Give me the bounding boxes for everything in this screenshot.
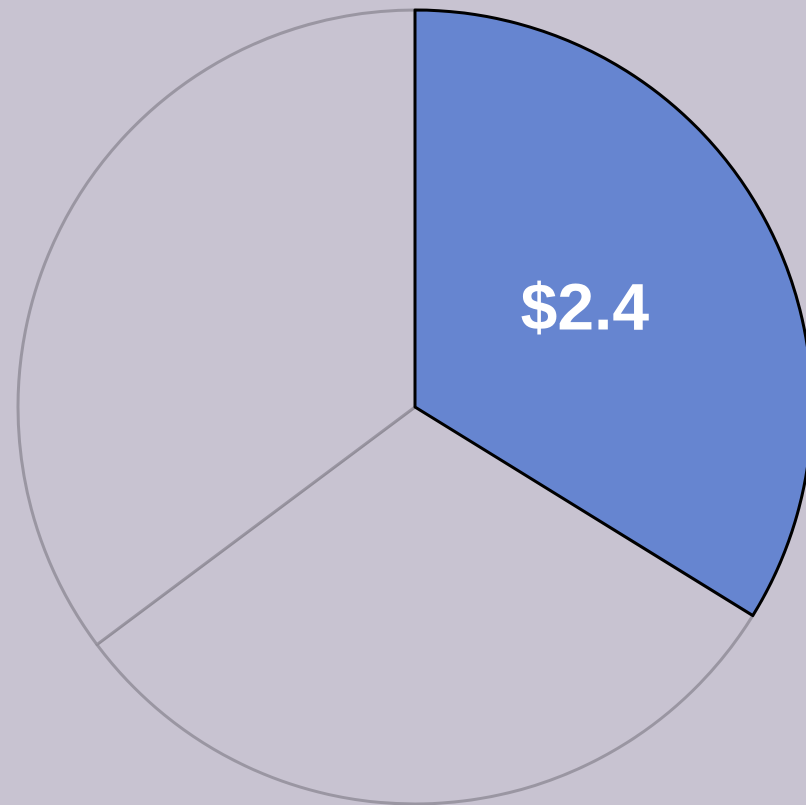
slice-label: $2.4: [521, 270, 650, 344]
pie-slice: [16, 8, 417, 647]
pie-slice: [413, 8, 806, 618]
pie-slice: [95, 405, 755, 805]
